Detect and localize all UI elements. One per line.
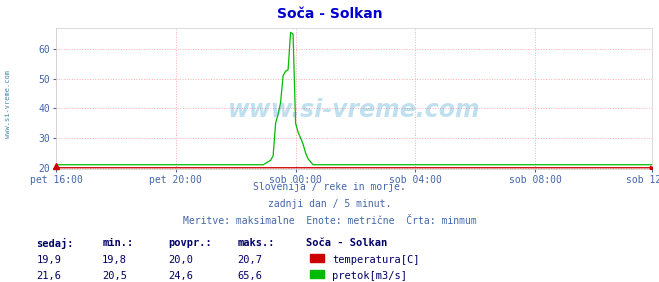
Text: 19,8: 19,8	[102, 255, 127, 265]
Text: 21,6: 21,6	[36, 271, 61, 281]
Text: Soča - Solkan: Soča - Solkan	[277, 7, 382, 21]
Text: Soča - Solkan: Soča - Solkan	[306, 238, 387, 248]
Text: 20,0: 20,0	[168, 255, 193, 265]
Text: Slovenija / reke in morje.: Slovenija / reke in morje.	[253, 182, 406, 192]
Text: temperatura[C]: temperatura[C]	[332, 255, 420, 265]
Text: min.:: min.:	[102, 238, 133, 248]
Text: 65,6: 65,6	[237, 271, 262, 281]
Text: sedaj:: sedaj:	[36, 238, 74, 249]
Text: www.si-vreme.com: www.si-vreme.com	[5, 70, 11, 138]
Text: www.si-vreme.com: www.si-vreme.com	[228, 98, 480, 122]
Text: povpr.:: povpr.:	[168, 238, 212, 248]
Text: 24,6: 24,6	[168, 271, 193, 281]
Text: 20,5: 20,5	[102, 271, 127, 281]
Text: 19,9: 19,9	[36, 255, 61, 265]
Text: maks.:: maks.:	[237, 238, 275, 248]
Text: zadnji dan / 5 minut.: zadnji dan / 5 minut.	[268, 199, 391, 209]
Text: pretok[m3/s]: pretok[m3/s]	[332, 271, 407, 281]
Text: 20,7: 20,7	[237, 255, 262, 265]
Text: Meritve: maksimalne  Enote: metrične  Črta: minmum: Meritve: maksimalne Enote: metrične Črta…	[183, 216, 476, 226]
